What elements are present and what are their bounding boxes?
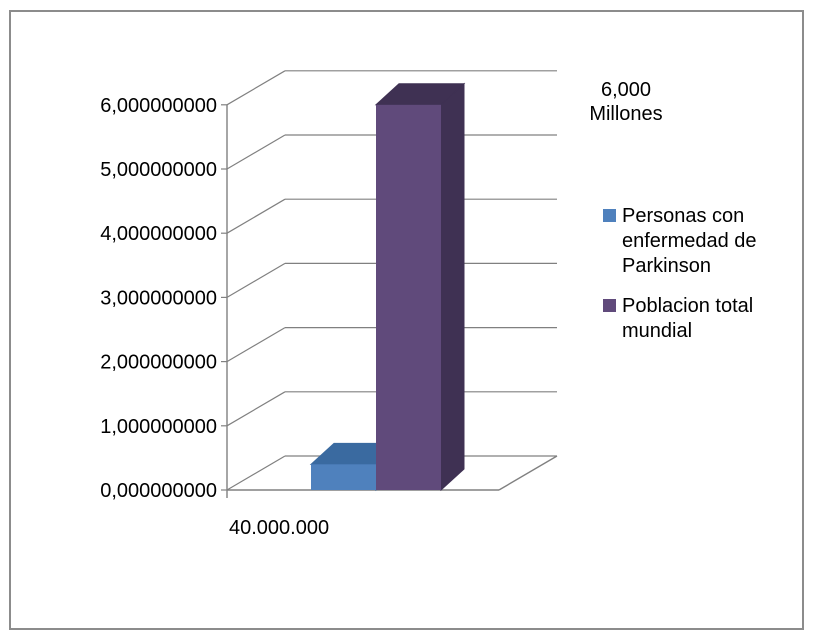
legend-label-2: Poblacion total mundial (622, 295, 753, 342)
y-tick-label: 2,000000000 (100, 352, 217, 374)
legend-label-line: enfermedad de (622, 230, 757, 252)
legend-swatch-1 (603, 209, 616, 222)
bar-1 (311, 464, 376, 490)
legend-label-line: Poblacion total (622, 295, 753, 317)
data-label-2: 6,000 Millones (589, 79, 662, 125)
floor-right-edge (498, 455, 558, 491)
bar-side-2 (440, 82, 465, 492)
y-tick-label: 0,000000000 (100, 480, 217, 502)
y-tick-label: 6,000000000 (100, 95, 217, 117)
gridline-side (226, 327, 286, 363)
gridline-side (226, 198, 286, 234)
x-category-label: 40.000.000 (229, 517, 329, 539)
bars (309, 82, 466, 492)
gridline-side (226, 455, 286, 491)
data-label-line: Millones (589, 103, 662, 125)
legend: Personas con enfermedad de Parkinson Poblac… (603, 205, 757, 342)
y-tick-label: 3,000000000 (100, 287, 217, 309)
gridline-side (226, 134, 286, 170)
y-tick-label: 5,000000000 (100, 159, 217, 181)
data-label-line: 6,000 (601, 79, 651, 101)
chart-frame: 0,000000000 1,000000000 2,000000000 3,00000… (9, 10, 804, 630)
labels: 0,000000000 1,000000000 2,000000000 3,00000… (100, 79, 662, 539)
legend-label-line: Personas con (622, 205, 744, 227)
legend-label-line: mundial (622, 320, 692, 342)
legend-label-line: Parkinson (622, 255, 711, 277)
y-tick-label: 1,000000000 (100, 416, 217, 438)
legend-label-1: Personas con enfermedad de Parkinson (622, 205, 757, 277)
legend-swatch-2 (603, 299, 616, 312)
gridline-side (226, 262, 286, 298)
gridline-side (226, 70, 286, 106)
bar-2 (376, 104, 441, 491)
chart-svg: 0,000000000 1,000000000 2,000000000 3,00000… (100, 70, 757, 539)
gridline-side (226, 391, 286, 427)
y-tick-label: 4,000000000 (100, 223, 217, 245)
